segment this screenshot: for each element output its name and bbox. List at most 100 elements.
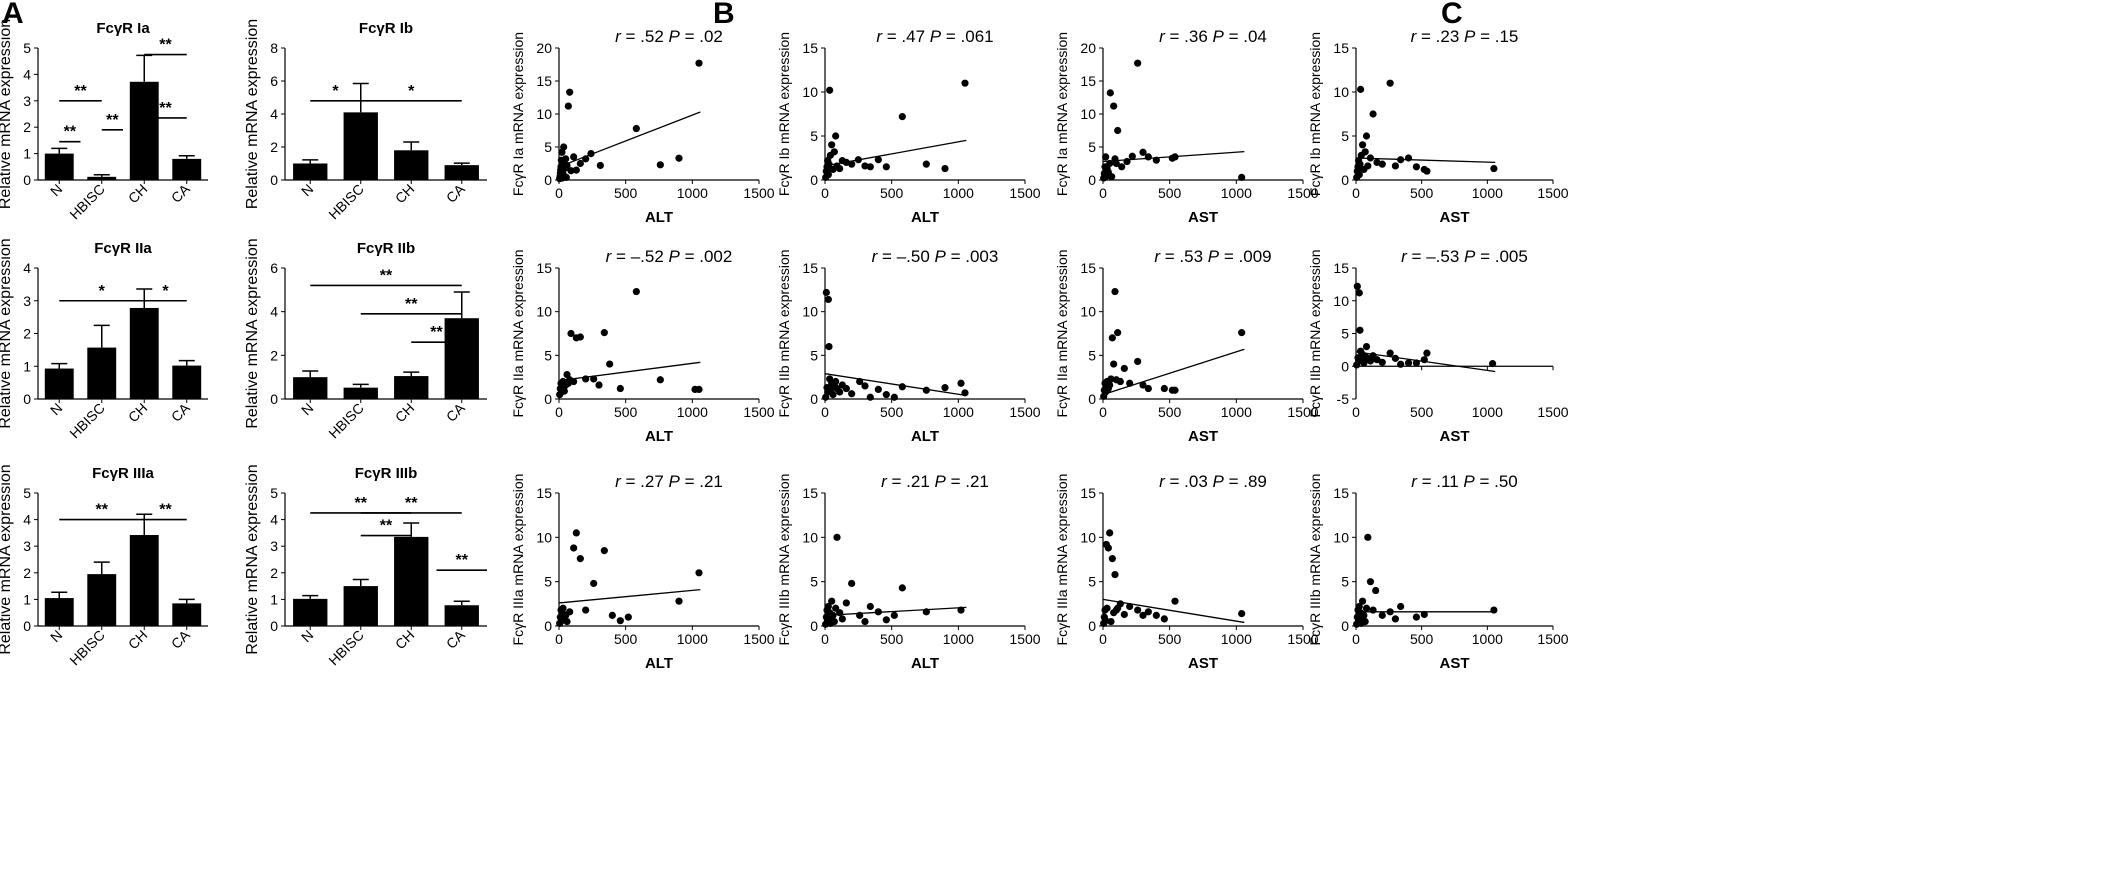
data-point (1102, 617, 1110, 625)
significance-label: ** (159, 502, 172, 519)
y-tick-label: 3 (23, 538, 31, 554)
data-point (1108, 173, 1116, 181)
data-point (606, 360, 614, 368)
x-tick-label: 1500 (743, 404, 774, 420)
chart-title: FcγR IIa (94, 240, 152, 257)
r-value: = .53 (1160, 247, 1208, 266)
data-point (1361, 617, 1369, 626)
y-axis-label: Relative mRNA expression (0, 464, 14, 654)
y-tick-label: 2 (23, 326, 31, 342)
x-tick-label: 1000 (677, 185, 708, 201)
p-symbol: P (935, 247, 947, 266)
x-tick-label: 1000 (943, 185, 974, 201)
p-value: = .009 (1219, 247, 1271, 266)
data-point (1397, 156, 1405, 164)
bar (394, 376, 429, 399)
y-tick-label: 0 (270, 172, 278, 188)
data-point (832, 377, 840, 386)
p-symbol: P (1464, 247, 1476, 266)
chart-12: 0 5 10 15 0 500 1000 1500 ALT FcγR IIIb mRNA expr… (776, 472, 1041, 672)
y-tick-label: 8 (270, 40, 278, 56)
y-tick-label: 15 (1080, 73, 1096, 89)
x-axis-label: AST (1440, 428, 1470, 445)
data-point (1356, 85, 1365, 93)
x-category-label: CH (392, 400, 418, 426)
x-tick-label: 1000 (1472, 631, 1503, 647)
y-tick-label: 10 (802, 304, 818, 320)
r-symbol: r (615, 27, 622, 46)
bar (444, 165, 479, 180)
data-point (856, 377, 864, 386)
y-axis-label: FcγR IIa mRNA expression (1054, 249, 1070, 417)
y-tick-label: 1 (23, 591, 31, 607)
significance-label: ** (380, 267, 393, 284)
data-point (1111, 287, 1119, 296)
data-point (1386, 608, 1394, 616)
x-tick-label: 1000 (1221, 631, 1252, 647)
r-symbol: r (876, 27, 883, 46)
data-point (1118, 163, 1126, 171)
significance-label: ** (106, 112, 119, 129)
y-tick-label: 3 (23, 93, 31, 109)
data-point (1372, 586, 1380, 595)
data-point (961, 79, 969, 87)
data-point (1386, 349, 1394, 357)
data-point (1423, 349, 1431, 357)
y-tick-label: 5 (270, 485, 278, 501)
y-tick-label: 5 (810, 128, 818, 144)
data-point (1139, 381, 1147, 389)
data-point (576, 555, 584, 563)
bar (343, 112, 378, 180)
data-point (1369, 606, 1377, 614)
x-tick-label: 1500 (1009, 185, 1040, 201)
data-point (898, 584, 906, 592)
x-tick-label: 500 (614, 631, 638, 647)
data-point (1369, 110, 1377, 118)
data-point (828, 141, 836, 149)
data-point (842, 384, 850, 393)
r-value: = .03 (1165, 472, 1213, 491)
y-tick-label: 10 (1333, 293, 1349, 309)
data-point (1366, 154, 1375, 162)
data-point (1366, 578, 1375, 586)
chart-8: 0 5 10 15 0 500 1000 1500 ALT FcγR Ib mRNA expres… (776, 27, 1041, 226)
y-tick-label: 4 (270, 304, 278, 320)
y-tick-label: 15 (802, 485, 818, 501)
data-point (1160, 384, 1168, 393)
data-point (675, 597, 683, 605)
data-point (1171, 386, 1179, 394)
y-tick-label: 10 (802, 529, 818, 545)
data-point (1134, 357, 1142, 366)
significance-label: ** (355, 495, 368, 512)
x-category-label: CH (392, 181, 418, 207)
data-point (1108, 334, 1116, 342)
significance-label: ** (159, 100, 172, 117)
bar (87, 176, 117, 180)
data-point (1355, 289, 1363, 297)
y-tick-label: 4 (270, 106, 278, 122)
panel-label-b: B (713, 0, 735, 30)
y-tick-label: 0 (23, 618, 31, 634)
x-tick-label: 0 (821, 185, 829, 201)
bar (293, 163, 328, 180)
p-symbol: P (935, 472, 947, 491)
data-point (1114, 329, 1122, 337)
data-point (1404, 359, 1413, 367)
data-point (861, 162, 869, 170)
x-category-label: CH (392, 627, 418, 653)
data-point (563, 617, 571, 626)
data-point (825, 343, 833, 351)
chart-6: 0 1 2 3 4 5 N HBISC CH CA ** ** ** ** FcγR IIIb Relativ… (244, 464, 487, 668)
x-tick-label: 1000 (943, 631, 974, 647)
significance-label: ** (74, 83, 87, 100)
data-point (941, 384, 949, 392)
data-point (825, 160, 833, 168)
p-value: = .005 (1475, 247, 1527, 266)
y-tick-label: 0 (270, 391, 278, 407)
x-tick-label: 500 (1158, 185, 1182, 201)
data-point (1123, 157, 1131, 166)
data-point (961, 389, 969, 397)
p-value: = .04 (1224, 27, 1267, 46)
data-point (1490, 606, 1498, 614)
y-tick-label: 15 (536, 260, 552, 276)
